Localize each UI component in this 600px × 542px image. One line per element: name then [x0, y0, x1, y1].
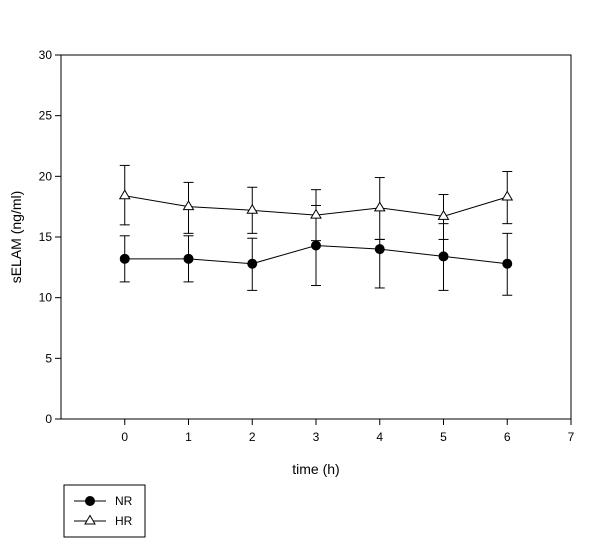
legend-hr-label: HR — [115, 514, 133, 528]
data-point — [119, 253, 130, 264]
y-tick-label: 5 — [45, 351, 52, 365]
y-axis-ticks: 0 5 10 15 20 25 30 — [39, 48, 61, 426]
x-tick-label: 5 — [440, 430, 447, 444]
data-point — [182, 200, 195, 211]
data-point — [502, 258, 513, 269]
series-layer — [118, 164, 514, 296]
data-point — [183, 253, 194, 264]
x-axis-ticks: 0 1 2 3 4 5 6 7 — [121, 419, 575, 444]
x-tick-label: 2 — [249, 430, 256, 444]
data-point — [310, 208, 322, 219]
data-point — [246, 203, 259, 214]
x-tick-label: 3 — [313, 430, 320, 444]
y-tick-label: 20 — [39, 169, 53, 183]
y-tick-label: 15 — [39, 230, 53, 244]
data-point — [118, 189, 131, 200]
x-tick-label: 6 — [504, 430, 511, 444]
data-point — [438, 251, 449, 262]
y-tick-label: 30 — [39, 48, 53, 62]
legend-box — [63, 484, 146, 538]
data-point — [501, 190, 514, 201]
series-hr — [118, 164, 514, 242]
data-point — [373, 201, 386, 212]
data-point — [437, 209, 450, 220]
y-tick-label: 0 — [45, 412, 52, 426]
legend-hr-marker — [84, 514, 96, 525]
data-point — [374, 244, 385, 255]
y-axis-title: sELAM (ng/ml) — [8, 191, 24, 284]
x-tick-label: 0 — [121, 430, 128, 444]
legend-nr-marker — [85, 496, 95, 506]
data-point — [311, 240, 321, 251]
series-nr — [119, 204, 513, 296]
y-tick-label: 25 — [39, 109, 53, 123]
x-tick-label: 1 — [185, 430, 192, 444]
x-axis-title: time (h) — [292, 461, 339, 477]
legend: NR HR — [63, 484, 146, 538]
x-tick-label: 7 — [568, 430, 575, 444]
data-point — [247, 258, 258, 269]
legend-nr-label: NR — [115, 494, 133, 508]
x-tick-label: 4 — [376, 430, 383, 444]
y-tick-label: 10 — [39, 291, 53, 305]
